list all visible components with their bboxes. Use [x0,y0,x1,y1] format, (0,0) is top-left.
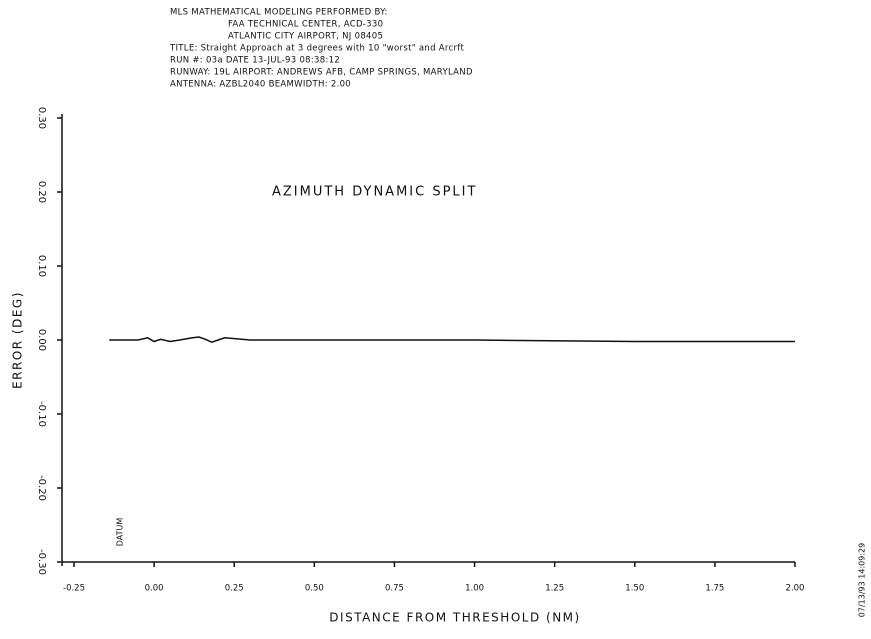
x-tick-label: 0.75 [385,584,404,594]
chart-title: AZIMUTH DYNAMIC SPLIT [272,185,477,200]
y-tick-label: -0.30 [36,549,47,575]
y-tick-label: 0.10 [36,255,47,277]
timestamp: 07/13/93 14:09:29 [858,543,867,617]
x-tick-label: 1.25 [545,584,564,594]
header-line: ANTENNA: AZBL2040 BEAMWIDTH: 2.00 [170,80,351,90]
x-tick-label: 0.50 [305,584,324,594]
header-line: RUNWAY: 19L AIRPORT: ANDREWS AFB, CAMP S… [170,68,473,78]
y-tick-label: 0.00 [36,329,47,351]
y-tick-label: 0.20 [36,181,47,203]
header-line: MLS MATHEMATICAL MODELING PERFORMED BY: [170,8,388,18]
x-tick-label: 1.75 [705,584,724,594]
y-tick-label: 0.30 [36,107,47,129]
header-line: ATLANTIC CITY AIRPORT, NJ 08405 [228,32,383,42]
y-tick-label: -0.20 [36,475,47,501]
header-line: FAA TECHNICAL CENTER, ACD-330 [228,20,383,30]
x-tick-label: 1.00 [465,584,484,594]
header-line: RUN #: 03a DATE 13-JUL-93 08:38:12 [170,56,340,66]
x-tick-label: 0.00 [145,584,164,594]
data-line [109,336,795,344]
annotation: DATUM [116,518,125,547]
y-tick-label: -0.10 [36,401,47,427]
y-axis-label: ERROR (DEG) [11,291,25,389]
header-line: TITLE: Straight Approach at 3 degrees wi… [169,44,464,54]
x-tick-label: 0.25 [225,584,244,594]
x-tick-label: 1.50 [625,584,644,594]
x-axis-label: DISTANCE FROM THRESHOLD (NM) [329,611,580,625]
x-tick-label: -0.25 [63,584,85,594]
x-tick-label: 2.00 [786,584,805,594]
